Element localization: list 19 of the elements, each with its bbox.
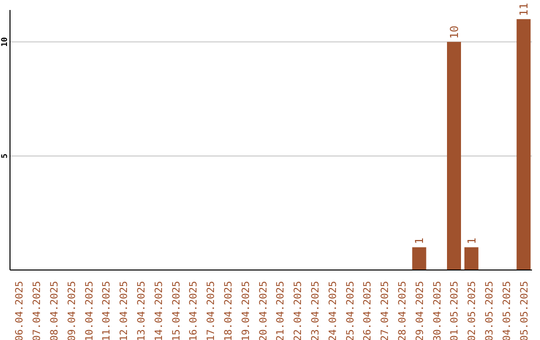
bar [412,247,426,270]
data-label: 1 [413,238,426,244]
x-tick-label: 19.04.2025 [240,281,252,340]
x-tick-label: 18.04.2025 [224,281,234,340]
x-tick-label: 17.04.2025 [206,281,218,340]
bar [464,247,478,270]
x-tick-label: 13.04.2025 [136,281,148,340]
bar [516,19,531,270]
data-label: 10 [448,26,461,39]
x-tick-label: 15.04.2025 [171,281,182,340]
x-tick-label: 11.04.2025 [102,281,113,340]
x-tick-label: 10.04.2025 [84,281,96,340]
x-tick-label: 16.04.2025 [188,281,200,340]
data-label: 11 [518,2,531,16]
x-tick-label: 12.04.2025 [119,281,130,340]
y-tick-label: 5 [0,153,9,158]
bar [447,42,461,270]
x-tick-label: 14.04.2025 [154,281,165,340]
data-label: 1 [465,238,478,244]
